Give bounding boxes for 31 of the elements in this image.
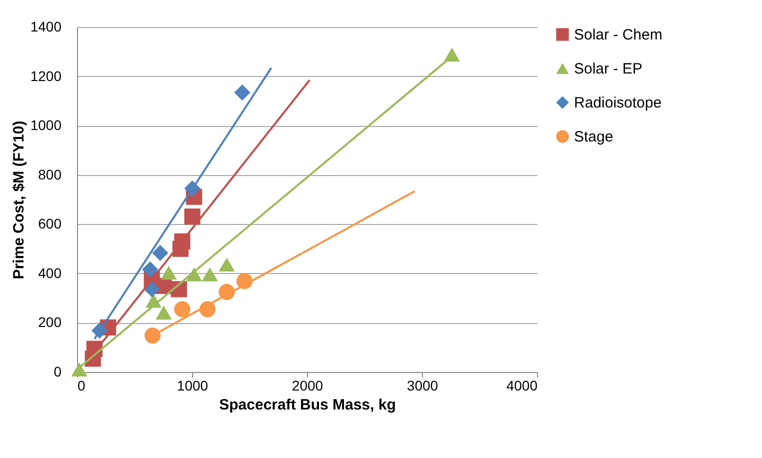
y-axis-title: Prime Cost, $M (FY10)	[10, 120, 28, 280]
y-tick-label: 0	[54, 364, 62, 380]
x-tick-label: 1000	[176, 378, 208, 394]
y-tick-label: 1000	[30, 117, 62, 134]
y-tick-label: 1200	[30, 68, 62, 84]
point	[160, 266, 177, 280]
point	[184, 208, 200, 225]
x-axis-title: Spacecraft Bus Mass, kg	[219, 396, 396, 414]
y-tick-label: 600	[38, 216, 62, 232]
x-tick-label: 3000	[406, 378, 438, 394]
legend-label: Radioisotope	[574, 94, 662, 112]
point	[152, 244, 168, 262]
point	[144, 281, 160, 298]
point	[202, 267, 218, 282]
point	[71, 362, 88, 377]
point	[174, 301, 190, 318]
point	[144, 327, 161, 344]
legend-label: Solar - Chem	[574, 26, 662, 44]
point	[142, 261, 158, 278]
x-tick-label: 2000	[292, 378, 324, 394]
legend-label: Solar - EP	[574, 60, 642, 78]
x-tick-label: 0	[78, 378, 86, 394]
point	[218, 258, 235, 272]
y-tick-label: 400	[38, 264, 62, 281]
point	[156, 306, 172, 320]
y-tick-label: 800	[38, 166, 62, 182]
legend-label: Stage	[574, 128, 614, 146]
x-tick-label: 4000	[506, 378, 538, 394]
y-tick-label: 1400	[30, 18, 62, 34]
y-tick-label: 200	[38, 314, 62, 330]
point	[234, 84, 250, 101]
